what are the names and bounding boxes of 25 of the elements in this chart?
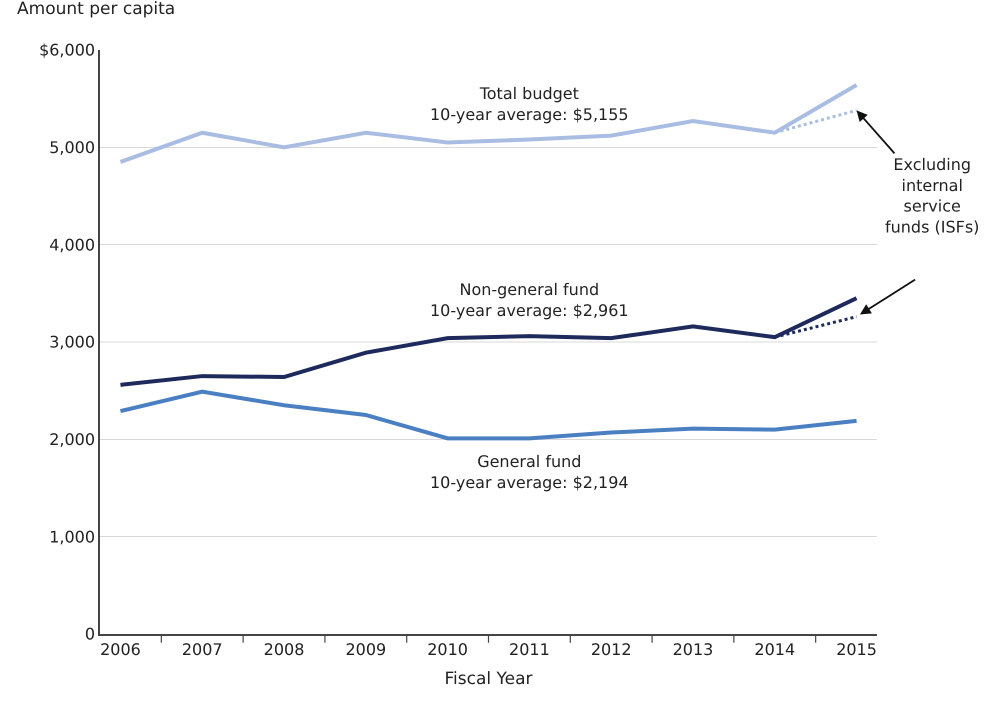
series-label: General fund 10-year average: $2,194 bbox=[430, 452, 629, 492]
x-tick-label: 2007 bbox=[182, 640, 223, 659]
x-tick-label: 2008 bbox=[264, 640, 304, 659]
y-tick-label: 0 bbox=[84, 624, 96, 644]
x-tick-label: 2009 bbox=[345, 640, 386, 659]
line-series bbox=[118, 83, 859, 164]
x-tick-label: 2015 bbox=[836, 640, 877, 659]
x-tick-label: 2014 bbox=[754, 640, 796, 659]
x-tick-label: 2011 bbox=[509, 640, 550, 659]
x-tick-label: 2006 bbox=[100, 640, 141, 659]
annotation: Excluding internal service funds (ISFs) bbox=[885, 155, 980, 236]
x-tick-label: 2012 bbox=[590, 640, 632, 659]
y-tick-label: 5,000 bbox=[49, 138, 96, 157]
y-tick-label: 1,000 bbox=[49, 527, 96, 546]
x-axis-title: Fiscal Year bbox=[444, 668, 533, 689]
y-axis-title: Amount per capita bbox=[17, 0, 176, 19]
series-label: Non-general fund 10-year average: $2,961 bbox=[430, 280, 629, 320]
series-label: Total budget 10-year average: $5,155 bbox=[430, 84, 629, 124]
y-tick-label: $6,000 bbox=[39, 40, 96, 60]
line-series bbox=[118, 390, 859, 440]
x-tick-label: 2010 bbox=[427, 640, 468, 659]
y-tick-label: 4,000 bbox=[49, 235, 96, 254]
y-tick-label: 3,000 bbox=[49, 332, 96, 352]
y-tick-label: 2,000 bbox=[49, 430, 96, 449]
x-tick-label: 2013 bbox=[672, 640, 714, 659]
